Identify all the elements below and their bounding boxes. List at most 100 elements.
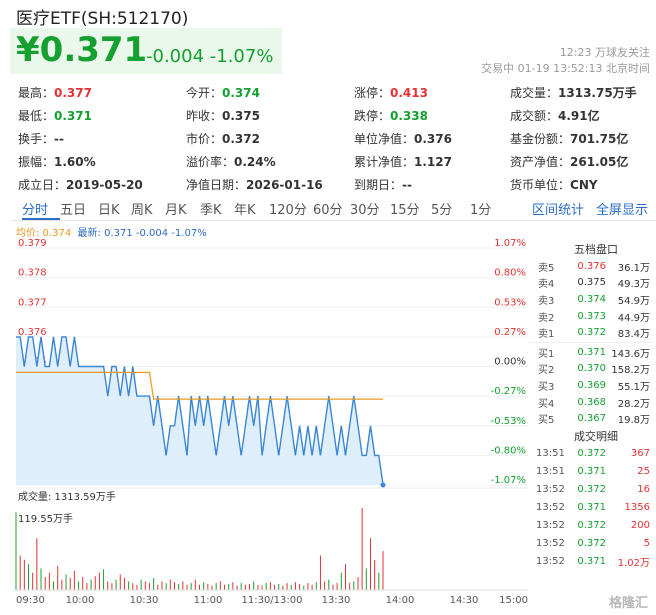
order-name: 买3: [538, 381, 555, 393]
y-tick-right: -0.53%: [491, 416, 526, 427]
order-price: 0.372: [577, 327, 606, 339]
order-vol: 54.9万: [617, 295, 650, 307]
tab-2[interactable]: 日K: [98, 203, 120, 218]
x-tick: 13:30: [322, 595, 351, 606]
tab-5[interactable]: 季K: [200, 203, 222, 218]
price-area: [16, 336, 383, 485]
price-change: -0.004 -1.07%: [146, 46, 273, 67]
trades-title: 成交明细: [574, 429, 618, 443]
stat-value: --: [402, 178, 412, 192]
trade-vol: 1356: [624, 502, 650, 514]
ask-row: 卖3 0.374 54.9万: [530, 291, 654, 308]
stat-item: 成交额：4.91亿: [510, 107, 650, 130]
x-tick: 10:00: [66, 595, 95, 606]
trade-price: 0.372: [577, 484, 606, 496]
stat-value: 261.05亿: [570, 155, 629, 169]
stat-item: 跌停：0.338: [354, 107, 510, 130]
intraday-chart[interactable]: 0.379 1.07% 0.378 0.80% 0.377 0.53% 0.376 0.27%…: [0, 238, 530, 615]
stat-value: 0.375: [222, 109, 260, 123]
order-price: 0.375: [577, 277, 606, 289]
tab-0[interactable]: 分时: [22, 203, 49, 218]
tab-10[interactable]: 15分: [390, 203, 420, 218]
stat-label: 净值日期：: [186, 178, 247, 192]
trade-vol: 5: [643, 538, 650, 550]
order-vol: 158.2万: [611, 365, 650, 377]
trade-price: 0.372: [577, 520, 606, 532]
stat-item: 涨停：0.413: [354, 84, 510, 107]
tab-4[interactable]: 月K: [165, 203, 187, 218]
trade-row: 13:52 0.372 200: [530, 517, 654, 535]
y-tick-left: 0.378: [18, 268, 47, 279]
volume-max-label: 119.55万手: [18, 512, 73, 525]
stat-label: 市价：: [186, 132, 223, 146]
trade-row: 13:52 0.371 1.02万: [530, 553, 654, 571]
x-tick: 15:00: [499, 595, 528, 606]
order-book-title: 五档盘口: [574, 243, 618, 256]
price-box: [10, 28, 282, 74]
tab-3[interactable]: 周K: [131, 203, 153, 218]
stat-label: 涨停：: [354, 86, 391, 100]
stat-label: 成立日：: [18, 178, 67, 192]
stat-item: 溢价率：0.24%: [186, 153, 354, 176]
order-vol: 83.4万: [617, 329, 650, 341]
order-name: 买2: [538, 365, 555, 377]
trade-row: 13:52 0.372 16: [530, 481, 654, 499]
tab-6[interactable]: 年K: [234, 203, 256, 218]
trade-row: 13:51 0.372 367: [530, 445, 654, 463]
trade-price: 0.371: [577, 466, 606, 478]
order-name: 卖4: [538, 279, 555, 291]
bid-row: 买3 0.369 55.1万: [530, 377, 654, 394]
stat-label: 资产净值：: [510, 155, 571, 169]
stat-value: 1.60%: [54, 155, 96, 169]
stat-value: 1.127: [414, 155, 452, 169]
trade-time: 13:52: [536, 538, 565, 550]
stat-value: --: [54, 132, 64, 146]
stat-label: 换手：: [18, 132, 55, 146]
tab-11[interactable]: 5分: [431, 203, 453, 218]
tab-8[interactable]: 60分: [313, 203, 343, 218]
order-book: 五档盘口卖5 0.376 36.1万卖4 0.375 49.3万 卖3 0.374 54.9万…: [530, 242, 654, 571]
y-tick-left: 0.377: [18, 297, 47, 308]
order-price: 0.367: [577, 413, 606, 425]
stat-label: 最高：: [18, 86, 55, 100]
order-vol: 55.1万: [617, 381, 650, 393]
y-tick-left: 0.376: [18, 327, 47, 338]
tab-12[interactable]: 1分: [470, 203, 492, 218]
latest-point: [380, 482, 386, 488]
stat-value: 4.91亿: [558, 109, 600, 123]
trade-price: 0.372: [577, 448, 606, 460]
tab-1[interactable]: 五日: [60, 203, 87, 218]
order-vol: 49.3万: [617, 279, 650, 291]
fullscreen-link[interactable]: 全屏显示: [596, 203, 649, 218]
stat-value: 0.372: [222, 132, 260, 146]
stat-label: 溢价率：: [186, 155, 235, 169]
stat-label: 今开：: [186, 86, 223, 100]
chart-legend: 均价: 0.374 最新: 0.371 -0.004 -1.07%: [16, 224, 207, 239]
stat-label: 成交量：: [510, 86, 559, 100]
stat-value: CNY: [570, 178, 598, 192]
bid-row: 买4 0.368 28.2万: [530, 394, 654, 411]
stat-label: 昨收：: [186, 109, 223, 123]
y-tick-right: 0.53%: [494, 297, 526, 308]
order-price: 0.371: [577, 346, 606, 358]
stat-label: 最低：: [18, 109, 55, 123]
stat-value: 0.338: [390, 109, 428, 123]
avg-price-legend: 均价: 0.374: [16, 228, 72, 239]
tab-7[interactable]: 120分: [269, 203, 307, 218]
stat-label: 振幅：: [18, 155, 55, 169]
x-tick: 11:00: [194, 595, 223, 606]
order-name: 卖3: [538, 295, 555, 307]
ask-row: 卖5 0.376 36.1万: [530, 258, 654, 275]
y-tick-right: 1.07%: [494, 238, 526, 249]
stat-value: 2019-05-20: [66, 178, 143, 192]
volume-label: 成交量: 1313.59万手: [18, 490, 116, 503]
trade-time: 13:51: [536, 448, 565, 460]
bid-row: 买1 0.371 143.6万: [530, 344, 654, 361]
stat-row: 最低：0.371 昨收：0.375 跌停：0.338 成交额：4.91亿: [18, 107, 650, 130]
stat-label: 跌停：: [354, 109, 391, 123]
avg-price-line: [16, 371, 383, 400]
range-stats-link[interactable]: 区间统计: [532, 203, 585, 218]
order-vol: 143.6万: [611, 348, 650, 360]
trade-vol: 25: [637, 466, 650, 478]
tab-9[interactable]: 30分: [350, 203, 380, 218]
